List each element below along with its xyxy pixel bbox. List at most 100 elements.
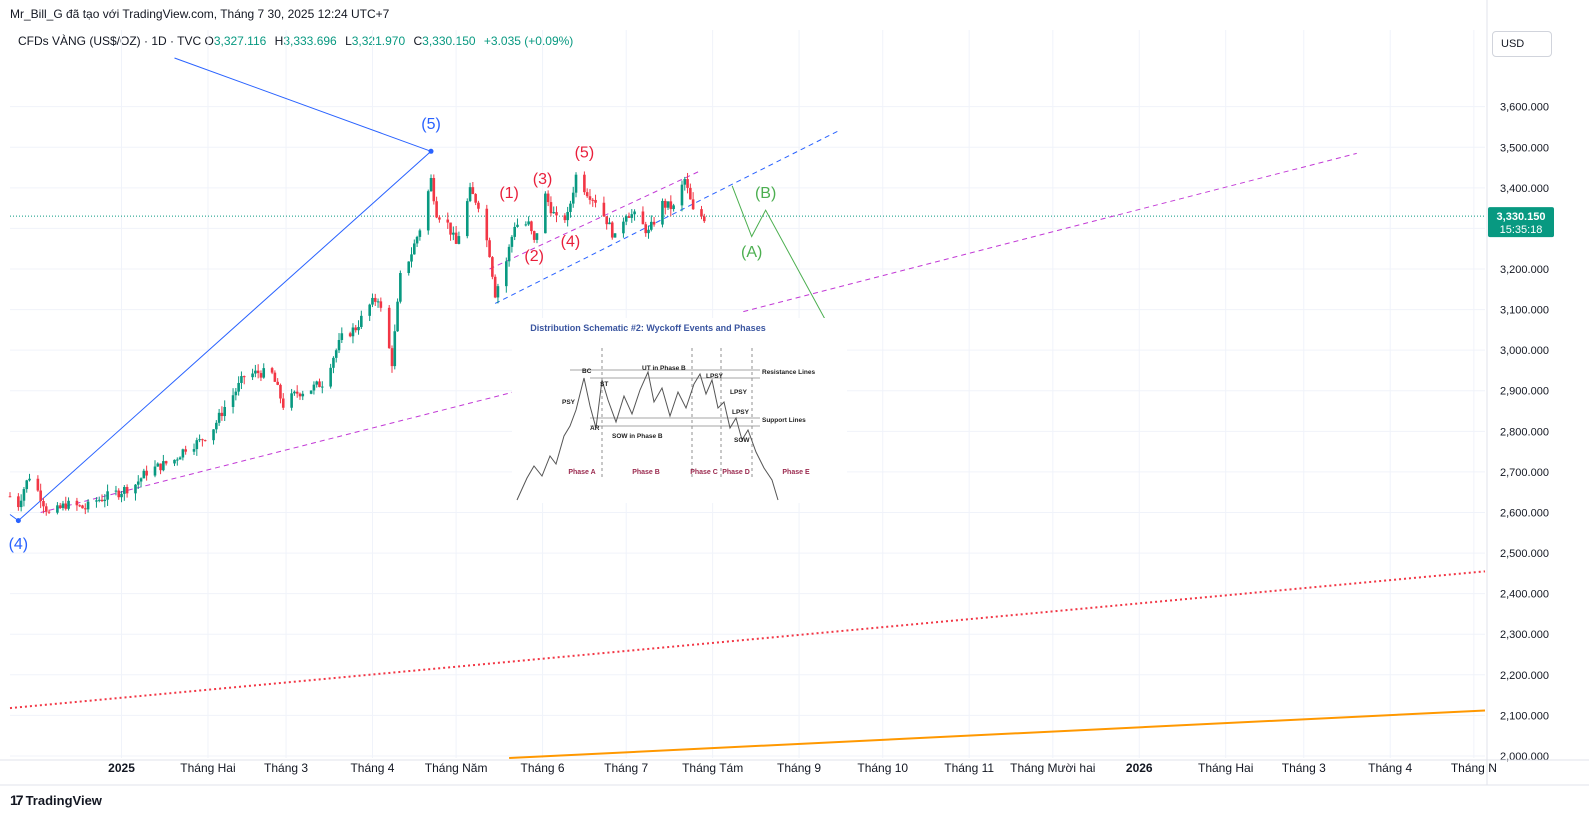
x-tick-label: Tháng N xyxy=(1451,761,1497,775)
candle-body xyxy=(449,222,452,235)
candle-body xyxy=(379,301,383,308)
candle-body xyxy=(273,372,277,382)
candle-body xyxy=(340,333,344,340)
phase-label: Phase C xyxy=(690,469,718,476)
candle-body xyxy=(39,490,42,501)
candle-body xyxy=(67,500,70,509)
y-tick-label: 2,600.000 xyxy=(1500,507,1549,519)
candle-body xyxy=(410,254,413,262)
candle-body xyxy=(318,381,321,388)
candle-body xyxy=(485,208,489,241)
candle-body xyxy=(546,193,550,203)
inset-label: SOW in Phase B xyxy=(612,433,663,440)
candle-body xyxy=(95,500,98,502)
y-tick-label: 3,600.000 xyxy=(1500,102,1549,114)
x-tick-label: Tháng 4 xyxy=(350,761,394,775)
candle-body xyxy=(114,490,118,492)
candle-body xyxy=(117,490,121,498)
candle-body xyxy=(25,480,29,490)
candle-body xyxy=(136,481,140,485)
y-tick-label: 2,500.000 xyxy=(1500,548,1549,560)
wave-line xyxy=(18,150,432,521)
candle-body xyxy=(700,209,703,217)
candle-body xyxy=(491,257,494,277)
candle-body xyxy=(81,505,84,509)
candle-body xyxy=(83,508,87,510)
candle-body xyxy=(312,384,316,391)
symbol-name[interactable]: CFDs VÀNG (US$/OZ) · 1D · TVC xyxy=(18,34,202,48)
candle-body xyxy=(293,391,296,394)
candle-body xyxy=(583,174,586,193)
candle-body xyxy=(198,439,201,441)
candle-body xyxy=(58,505,62,508)
candle-body xyxy=(332,357,335,368)
symbol-legend: CFDs VÀNG (US$/OZ) · 1D · TVC O3,327.116… xyxy=(18,34,573,48)
projection-path xyxy=(731,185,831,329)
candle-body xyxy=(527,221,530,225)
y-tick-label: 2,800.000 xyxy=(1500,426,1549,438)
drawing-lines xyxy=(9,57,1486,759)
candle-body xyxy=(376,301,380,303)
price-change: +3.035 (+0.09%) xyxy=(483,34,574,48)
y-tick-label: 2,200.000 xyxy=(1500,670,1549,682)
candle-body xyxy=(415,236,419,244)
inset-label: LPSY xyxy=(706,373,724,380)
candle-body xyxy=(75,500,79,506)
inset-title: Distribution Schematic #2: Wyckoff Event… xyxy=(530,323,765,333)
high-value: 3,333.696 xyxy=(283,34,337,48)
candle-body xyxy=(396,301,399,332)
candle-body xyxy=(488,240,491,258)
candle-body xyxy=(426,191,430,231)
y-tick-label: 3,400.000 xyxy=(1500,183,1549,195)
candle-body xyxy=(647,229,650,234)
inset-label: LPSY xyxy=(732,409,750,416)
candle-body xyxy=(123,486,126,494)
candle-body xyxy=(106,491,109,500)
candle-body xyxy=(683,179,687,185)
candle-body xyxy=(371,297,374,305)
inset-label: UT in Phase B xyxy=(642,365,686,372)
candle-body xyxy=(605,216,608,225)
x-tick-label: Tháng 3 xyxy=(264,761,308,775)
candle-body xyxy=(215,422,218,430)
inset-label: AR xyxy=(590,425,600,432)
y-tick-label: 3,000.000 xyxy=(1500,345,1549,357)
y-tick-label: 3,200.000 xyxy=(1500,264,1549,276)
tradingview-logo[interactable]: 17 TradingView xyxy=(10,792,102,808)
candle-body xyxy=(61,503,65,508)
currency-button[interactable]: USD xyxy=(1492,31,1552,57)
candle-body xyxy=(630,214,634,218)
candle-body xyxy=(334,350,338,358)
candle-body xyxy=(142,470,146,479)
time-axis[interactable]: 2025 Tháng Hai Tháng 3 Tháng 4 Tháng Năm Thán… xyxy=(0,759,1589,786)
candle-body xyxy=(465,201,469,237)
candle-body xyxy=(650,221,653,230)
candle-body xyxy=(360,315,363,327)
x-tick-label: Tháng Mười hai xyxy=(1010,761,1095,775)
y-tick-label: 2,100.000 xyxy=(1500,710,1549,722)
wave-labels: (4) (5) (1) (2) (3) (4) (5) (A) (B) xyxy=(9,116,777,553)
channel-line-lower xyxy=(494,130,839,304)
candle-body xyxy=(368,304,371,316)
candle-body xyxy=(549,202,553,214)
candle-body xyxy=(373,297,377,302)
price-axis[interactable]: 3,600.0003,500.0003,400.0003,300.0003,20… xyxy=(1486,0,1554,785)
candle-body xyxy=(64,503,68,509)
candle-body xyxy=(680,184,684,206)
tradingview-logo-icon: 17 xyxy=(10,792,24,808)
x-tick-label: Tháng 4 xyxy=(1368,761,1412,775)
inset-label: Support Lines xyxy=(762,417,806,424)
candle-body xyxy=(610,222,614,238)
candle-body xyxy=(159,463,162,471)
wave-label: (5) xyxy=(421,116,441,133)
wave-point xyxy=(15,518,21,524)
candle-body xyxy=(153,466,157,476)
x-tick-label: Tháng 3 xyxy=(1282,761,1326,775)
candle-body xyxy=(36,478,40,491)
candle-body xyxy=(571,192,575,204)
candle-body xyxy=(134,484,137,494)
candle-body xyxy=(320,386,324,388)
candle-body xyxy=(566,211,569,221)
candle-body xyxy=(446,219,450,223)
